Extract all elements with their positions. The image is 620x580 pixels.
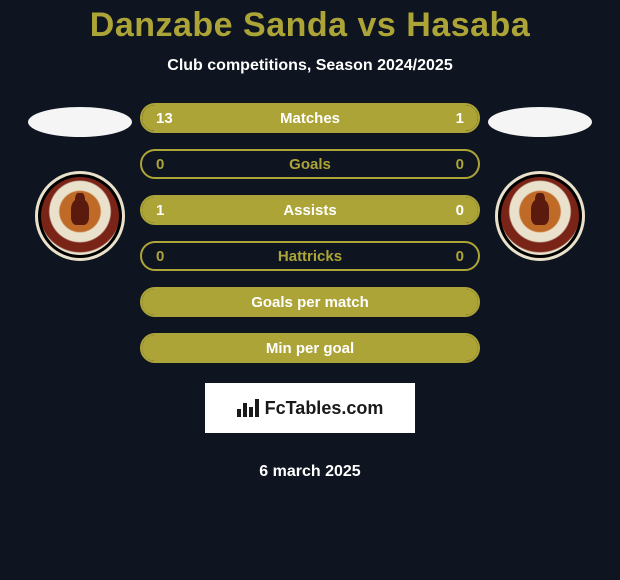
bar-chart-icon xyxy=(237,399,259,417)
stat-bar-hattricks: 0 Hattricks 0 xyxy=(140,241,480,271)
stat-label: Goals per match xyxy=(251,294,369,311)
stat-fill-right xyxy=(404,105,478,131)
main-row: 13 Matches 1 0 Goals 0 1 Assists 0 0 xyxy=(0,103,620,481)
stat-value-right: 0 xyxy=(456,156,464,173)
stat-fill-left xyxy=(142,105,404,131)
subtitle: Club competitions, Season 2024/2025 xyxy=(167,57,452,75)
stat-bar-assists: 1 Assists 0 xyxy=(140,195,480,225)
brand-box: FcTables.com xyxy=(205,383,415,433)
stat-value-left: 1 xyxy=(156,202,164,219)
stat-value-right: 0 xyxy=(456,248,464,265)
stat-value-left: 0 xyxy=(156,156,164,173)
date-label: 6 march 2025 xyxy=(259,463,360,481)
stat-bar-matches: 13 Matches 1 xyxy=(140,103,480,133)
player-right-club-badge xyxy=(495,171,585,261)
stat-label: Goals xyxy=(289,156,331,173)
stat-label: Min per goal xyxy=(266,340,354,357)
brand-text: FcTables.com xyxy=(265,398,384,419)
stat-label: Hattricks xyxy=(278,248,342,265)
stat-label: Matches xyxy=(280,110,340,127)
infographic-container: Danzabe Sanda vs Hasaba Club competition… xyxy=(0,0,620,481)
player-left-photo-placeholder xyxy=(28,107,132,137)
stat-value-right: 0 xyxy=(456,202,464,219)
player-right-column xyxy=(480,103,600,261)
stats-column: 13 Matches 1 0 Goals 0 1 Assists 0 0 xyxy=(140,103,480,481)
stat-bar-min-per-goal: Min per goal xyxy=(140,333,480,363)
page-title: Danzabe Sanda vs Hasaba xyxy=(90,6,530,45)
player-left-club-badge xyxy=(35,171,125,261)
stat-label: Assists xyxy=(283,202,336,219)
stat-bar-goals: 0 Goals 0 xyxy=(140,149,480,179)
stat-value-left: 13 xyxy=(156,110,173,127)
stat-value-left: 0 xyxy=(156,248,164,265)
stat-value-right: 1 xyxy=(456,110,464,127)
player-right-photo-placeholder xyxy=(488,107,592,137)
player-left-column xyxy=(20,103,140,261)
stat-bar-goals-per-match: Goals per match xyxy=(140,287,480,317)
